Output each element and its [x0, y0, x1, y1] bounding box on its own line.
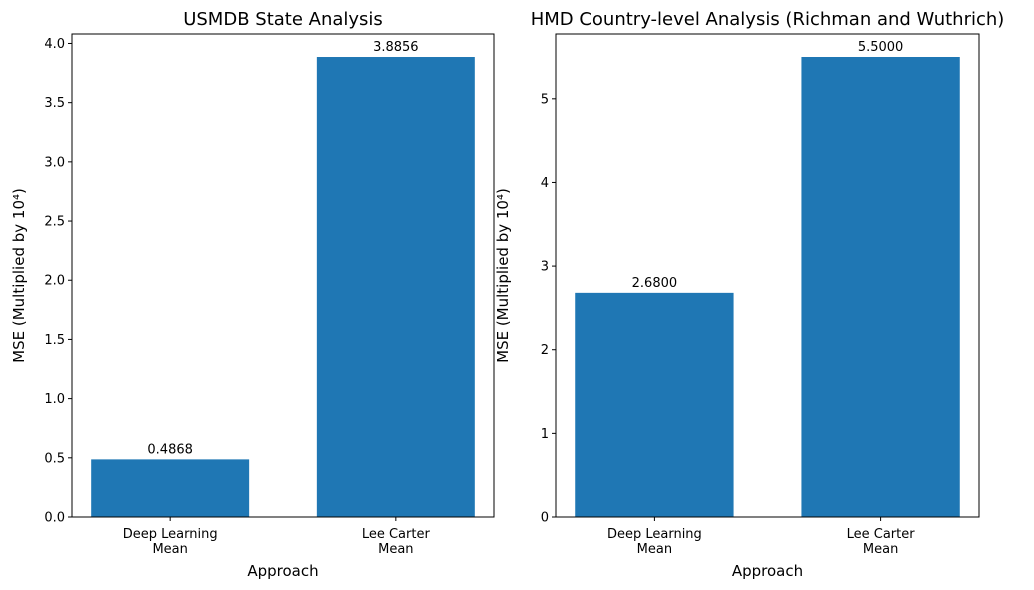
y-axis-label: MSE (Multiplied by 10⁴) — [10, 188, 28, 363]
y-axis: 0 1 2 3 4 5 — [541, 92, 556, 526]
x-tick-label: Lee Carter Mean — [362, 527, 431, 557]
chart-panel-usmdb: USMDB State Analysis 0.0 0.5 1.0 1.5 2.0 2.5 3… — [10, 9, 495, 580]
y-axis: 0.0 0.5 1.0 1.5 2.0 2.5 3.0 3.5 4.0 — [44, 37, 72, 526]
bar-value-label: 3.8856 — [373, 40, 419, 55]
x-axis: Deep Learning Mean Lee Carter Mean — [123, 517, 431, 557]
y-tick-label: 4.0 — [44, 37, 65, 52]
x-axis-label: Approach — [247, 562, 318, 580]
x-axis-label: Approach — [732, 562, 803, 580]
chart-title: USMDB State Analysis — [183, 9, 383, 30]
bars: 2.6800 5.5000 — [575, 40, 960, 517]
chart-title: HMD Country-level Analysis (Richman and … — [531, 9, 1005, 30]
plot-frame — [555, 33, 980, 518]
x-tick-label: Lee Carter Mean — [847, 527, 916, 557]
x-axis: Deep Learning Mean Lee Carter Mean — [607, 517, 915, 557]
bar — [316, 57, 475, 518]
bar — [91, 459, 250, 517]
plot-frame — [71, 33, 495, 518]
y-tick-label: 3 — [541, 260, 549, 275]
y-tick-label: 1.0 — [44, 392, 65, 407]
bars: 0.4868 3.8856 — [91, 40, 475, 518]
y-tick-label: 1 — [541, 427, 549, 442]
y-tick-label: 2.0 — [44, 274, 65, 289]
bar — [575, 292, 734, 517]
x-tick-label: Deep Learning Mean — [607, 527, 702, 557]
bar-value-label: 5.5000 — [858, 40, 904, 55]
y-tick-label: 2 — [541, 343, 549, 358]
bar-value-label: 0.4868 — [147, 442, 193, 457]
y-tick-label: 0.5 — [44, 451, 65, 466]
bar-value-label: 2.6800 — [632, 276, 678, 291]
y-tick-label: 3.0 — [44, 155, 65, 170]
y-tick-label: 5 — [541, 92, 549, 107]
y-tick-label: 1.5 — [44, 333, 65, 348]
y-axis-label: MSE (Multiplied by 10⁴) — [494, 188, 512, 363]
y-tick-label: 2.5 — [44, 215, 65, 230]
x-tick-label: Deep Learning Mean — [123, 527, 218, 557]
bar — [801, 57, 960, 517]
chart-panel-hmd: HMD Country-level Analysis (Richman and … — [494, 9, 1004, 580]
y-tick-label: 3.5 — [44, 96, 65, 111]
y-tick-label: 0 — [541, 511, 549, 526]
y-tick-label: 4 — [541, 176, 549, 191]
y-tick-label: 0.0 — [44, 511, 65, 526]
